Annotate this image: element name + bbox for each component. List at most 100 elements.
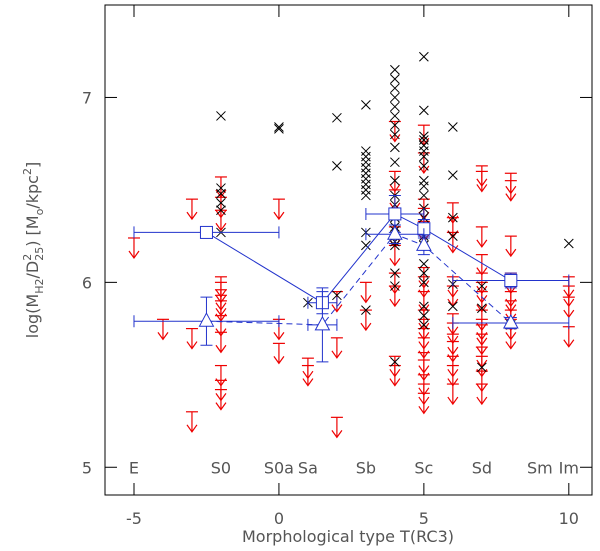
- detection: [419, 301, 429, 312]
- upper-limit: [359, 281, 372, 304]
- type-label: Sd: [472, 458, 492, 477]
- y-label-part: 2: [21, 168, 34, 175]
- detection: [361, 173, 371, 184]
- y-label-part: log(M: [23, 294, 42, 338]
- y-tick-label: 5: [82, 458, 92, 477]
- detection: [361, 179, 371, 190]
- limit-head: [331, 350, 343, 359]
- limit-head: [128, 250, 140, 260]
- detection: [419, 105, 429, 116]
- y-label-part: 2: [21, 254, 34, 261]
- x-tick-label: 10: [559, 509, 579, 528]
- upper-limit: [417, 392, 430, 415]
- detection: [390, 101, 400, 112]
- y-axis-label: log(MH2/D225) [Mo/kpc2]: [21, 162, 46, 338]
- limit-head: [389, 378, 401, 387]
- upper-limit: [214, 209, 227, 232]
- detection: [332, 290, 342, 301]
- detection: [419, 175, 429, 186]
- upper-limit: [475, 383, 488, 406]
- detection: [216, 111, 226, 121]
- limit-head: [273, 211, 285, 221]
- detection: [361, 305, 371, 315]
- detection: [563, 238, 574, 249]
- detection: [419, 161, 429, 171]
- detection: [390, 64, 400, 75]
- detection: [448, 212, 458, 223]
- detection: [361, 151, 371, 162]
- y-label-part: o: [33, 208, 46, 215]
- limit-head: [505, 248, 517, 258]
- detection: [419, 51, 429, 62]
- detection: [390, 175, 400, 186]
- upper-limit: [504, 180, 517, 202]
- triangle-marker: [502, 313, 519, 329]
- upper-limit: [127, 237, 140, 260]
- detection: [390, 268, 400, 278]
- plot-frame: [104, 4, 593, 496]
- detection: [361, 240, 371, 251]
- upper-limit: [504, 327, 517, 350]
- upper-limit: [359, 309, 372, 332]
- x-tick-label: -5: [126, 509, 142, 528]
- binned-line: [206, 213, 512, 304]
- upper-limit: [388, 170, 401, 193]
- upper-limit: [388, 244, 401, 267]
- detection: [274, 122, 284, 132]
- square-marker: [388, 207, 402, 221]
- detection: [361, 190, 371, 201]
- detection: [390, 92, 400, 103]
- upper-limit: [272, 198, 285, 221]
- limit-head: [157, 331, 169, 341]
- limit-head: [447, 396, 459, 406]
- limit-head: [360, 295, 372, 304]
- type-label: Sa: [298, 458, 318, 477]
- detection: [448, 170, 458, 180]
- limit-head: [186, 341, 198, 350]
- limit-head: [505, 193, 517, 202]
- y-label-part: /D: [23, 261, 42, 279]
- upper-limit: [185, 198, 198, 221]
- detection: [390, 129, 400, 140]
- detection: [390, 74, 400, 84]
- type-label: S0: [211, 458, 231, 477]
- detection: [419, 131, 429, 142]
- detection: [390, 240, 400, 251]
- upper-limit: [272, 342, 285, 365]
- detection: [448, 231, 458, 241]
- detection: [216, 197, 226, 208]
- limit-head: [215, 402, 227, 411]
- detection: [361, 162, 371, 173]
- limit-head: [360, 322, 372, 332]
- y-label-part: ) [M: [23, 215, 42, 246]
- binned-line: [206, 233, 512, 326]
- detection: [419, 268, 429, 278]
- type-label: Sm: [527, 458, 553, 477]
- detection: [216, 188, 226, 199]
- detection: [390, 120, 400, 131]
- square-marker: [504, 274, 518, 288]
- limit-head: [215, 222, 227, 232]
- detection: [419, 320, 429, 330]
- limit-head: [273, 331, 285, 341]
- limit-head: [331, 304, 343, 313]
- type-label: Im: [559, 458, 579, 477]
- limit-head: [505, 341, 517, 350]
- upper-limit: [185, 411, 198, 433]
- detection: [390, 142, 400, 153]
- limit-head: [476, 396, 488, 406]
- detection: [274, 124, 284, 134]
- y-label-part: ]: [23, 162, 42, 168]
- detection: [419, 310, 429, 321]
- upper-limit: [388, 285, 401, 308]
- y-label-part: /kpc: [23, 175, 42, 209]
- x-axis-label: Morphological type T(RC3): [242, 527, 454, 546]
- limit-head: [186, 424, 198, 433]
- limit-head: [418, 165, 430, 174]
- limit-head: [215, 344, 227, 354]
- detection: [419, 190, 429, 201]
- type-label: Sb: [356, 458, 376, 477]
- upper-limit: [446, 383, 459, 406]
- y-label-part: H2: [33, 278, 46, 293]
- triangle-marker: [198, 312, 215, 327]
